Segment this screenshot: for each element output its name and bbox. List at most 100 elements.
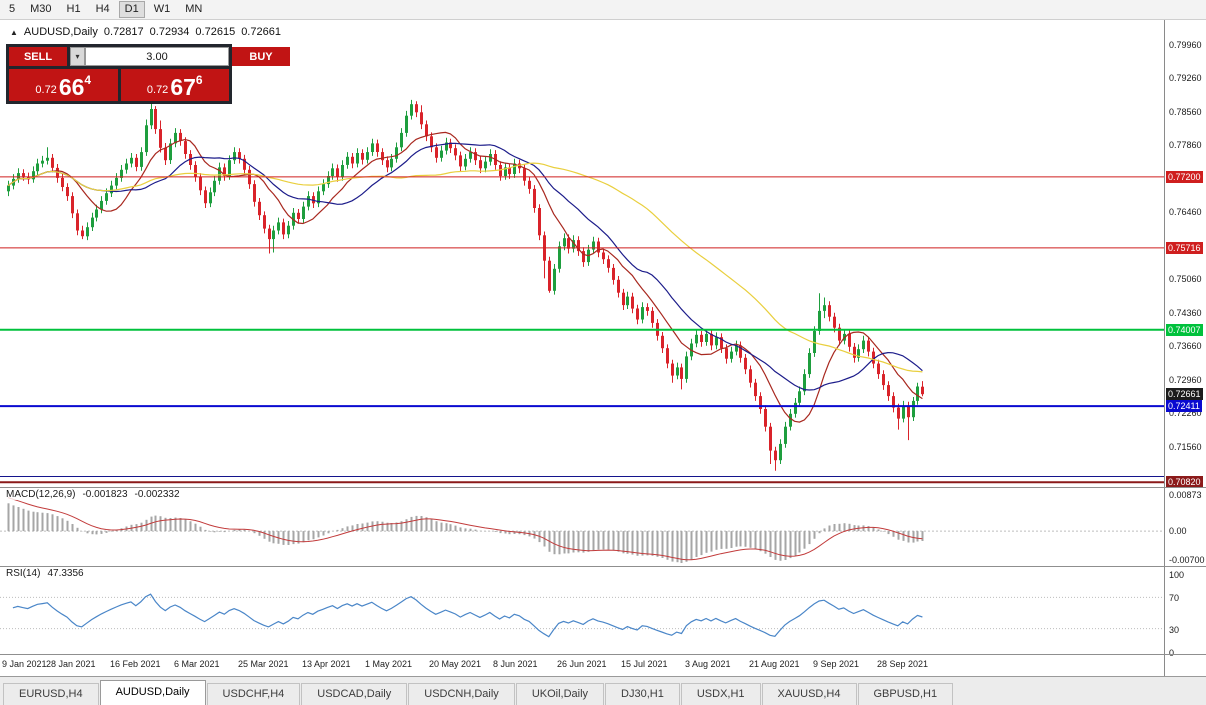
volume-control: ▾ (70, 47, 229, 66)
chart-tab-usdx-h1[interactable]: USDX,H1 (680, 683, 761, 705)
time-axis-label: 26 Jun 2021 (557, 659, 607, 669)
price-axis-tick: 0.74360 (1169, 308, 1202, 318)
candles-group (7, 99, 924, 471)
macd-signal-value: -0.002332 (134, 489, 180, 500)
buy-button[interactable]: BUY (232, 47, 290, 66)
time-axis-label: 20 May 2021 (429, 659, 482, 669)
chart-tab-ukoil-daily[interactable]: UKOil,Daily (515, 683, 605, 705)
rsi-axis-tick: 0 (1169, 648, 1175, 658)
pane-separator (0, 654, 1206, 655)
macd-axis-tick: 0.00 (1169, 526, 1187, 536)
chart-tab-usdchf-h4[interactable]: USDCHF,H4 (206, 683, 301, 705)
macd-histogram (7, 503, 924, 563)
time-axis-label: 21 Aug 2021 (749, 659, 800, 669)
price-axis: 0.799600.792600.785600.778600.771600.764… (1164, 20, 1206, 676)
macd-name: MACD(12,26,9) (6, 489, 76, 500)
moving-average-10 (7, 131, 923, 423)
ohlc-close: 0.72661 (241, 26, 281, 38)
time-axis-label: 13 Apr 2021 (302, 659, 351, 669)
chart-tab-dj30-h1[interactable]: DJ30,H1 (605, 683, 680, 705)
time-axis-label: 1 May 2021 (365, 659, 413, 669)
volume-dropdown-button[interactable]: ▾ (70, 47, 85, 66)
timeframe-button-5[interactable]: 5 (3, 1, 22, 18)
chart-tab-xauusd-h4[interactable]: XAUUSD,H4 (761, 683, 857, 705)
ohlc-open: 0.72817 (103, 26, 144, 38)
rsi-line (12, 593, 923, 638)
price-level-badge: 0.70820 (1166, 476, 1203, 488)
price-level-badge: 0.77200 (1166, 171, 1203, 183)
macd-axis-tick: -0.00700 (1169, 555, 1205, 565)
price-axis-tick: 0.77860 (1169, 140, 1202, 150)
price-axis-tick: 0.72260 (1169, 408, 1202, 418)
buy-price-prefix: 0.72 (146, 84, 169, 96)
rsi-name: RSI(14) (6, 568, 41, 579)
buy-price-button[interactable]: 0.72 67 6 (120, 69, 229, 101)
sell-price-button[interactable]: 0.72 66 4 (9, 69, 118, 101)
rsi-axis-tick: 70 (1169, 593, 1180, 603)
volume-input[interactable] (85, 47, 229, 66)
sell-price-sup: 4 (84, 73, 92, 87)
macd-indicator-label: MACD(12,26,9) -0.001823 -0.002332 (4, 489, 182, 500)
time-axis-label: 3 Aug 2021 (685, 659, 731, 669)
buy-price-sup: 6 (195, 73, 203, 87)
chart-canvas[interactable] (0, 20, 1164, 676)
time-axis-label: 28 Jan 2021 (46, 659, 96, 669)
timeframe-button-mn[interactable]: MN (179, 1, 209, 18)
chart-header: ▲ AUDUSD,Daily 0.72817 0.72934 0.72615 0… (8, 26, 283, 38)
time-axis-label: 6 Mar 2021 (174, 659, 220, 669)
pane-separator[interactable] (0, 487, 1206, 488)
time-axis: 9 Jan 2021 28 Jan 2021 16 Feb 2021 6 Mar 20… (0, 654, 1164, 676)
one-click-trading-panel: SELL ▾ BUY 0.72 66 4 0.72 67 6 (6, 44, 290, 104)
price-axis-tick: 0.72960 (1169, 375, 1202, 385)
chart-tab-usdcnh-daily[interactable]: USDCNH,Daily (408, 683, 515, 705)
price-level-badge: 0.72661 (1166, 388, 1203, 400)
price-level-badge: 0.74007 (1166, 324, 1203, 336)
collapse-trade-panel-icon[interactable]: ▲ (10, 27, 18, 37)
rsi-value: 47.3356 (47, 568, 84, 579)
rsi-axis-tick: 100 (1169, 570, 1185, 580)
price-axis-tick: 0.76460 (1169, 207, 1202, 217)
moving-average-20 (7, 142, 923, 391)
timeframe-button-h1[interactable]: H1 (60, 1, 87, 18)
buy-price-big: 67 (170, 74, 196, 100)
time-axis-label: 15 Jul 2021 (621, 659, 668, 669)
rsi-axis-tick: 30 (1169, 625, 1180, 635)
time-axis-label: 9 Jan 2021 (2, 659, 47, 669)
rsi-indicator-label: RSI(14) 47.3356 (4, 568, 86, 579)
price-axis-tick: 0.71560 (1169, 442, 1202, 452)
time-axis-label: 9 Sep 2021 (813, 659, 860, 669)
price-axis-tick: 0.73660 (1169, 341, 1202, 351)
chart-tab-eurusd-h4[interactable]: EURUSD,H4 (3, 683, 99, 705)
ohlc-low: 0.72615 (195, 26, 236, 38)
chart-symbol-label: AUDUSD,Daily (23, 26, 98, 38)
sell-price-prefix: 0.72 (35, 84, 57, 96)
chart-tab-bar: EURUSD,H4 AUDUSD,Daily USDCHF,H4 USDCAD,Dai… (0, 676, 1206, 705)
timeframe-button-w1[interactable]: W1 (147, 1, 177, 18)
time-axis-label: 28 Sep 2021 (877, 659, 929, 669)
price-level-badge: 0.75716 (1166, 242, 1203, 254)
price-axis-tick: 0.78560 (1169, 107, 1202, 117)
price-level-badge: 0.72411 (1166, 400, 1202, 412)
time-axis-label: 16 Feb 2021 (110, 659, 161, 669)
macd-axis-tick: 0.00873 (1169, 490, 1202, 500)
macd-signal-line (7, 497, 923, 561)
sell-button[interactable]: SELL (9, 47, 67, 66)
price-axis-tick: 0.79260 (1169, 73, 1202, 83)
pane-separator[interactable] (0, 566, 1206, 567)
price-axis-tick: 0.79960 (1169, 40, 1202, 50)
timeframe-button-m30[interactable]: M30 (24, 1, 58, 18)
timeframe-button-h4[interactable]: H4 (89, 1, 116, 18)
timeframe-button-d1[interactable]: D1 (118, 1, 145, 18)
ohlc-high: 0.72934 (149, 26, 190, 38)
macd-main-value: -0.001823 (82, 489, 128, 500)
chart-tab-audusd-daily[interactable]: AUDUSD,Daily (99, 680, 206, 705)
sell-price-big: 66 (58, 74, 85, 100)
time-axis-label: 25 Mar 2021 (238, 659, 289, 669)
chart-tab-usdcad-daily[interactable]: USDCAD,Daily (301, 683, 408, 705)
moving-average-50 (7, 162, 923, 373)
price-axis-tick: 0.75060 (1169, 274, 1202, 284)
timeframe-toolbar: 5 M30 H1 H4 D1 W1 MN (0, 0, 1206, 20)
chart-tab-gbpusd-h1[interactable]: GBPUSD,H1 (857, 683, 954, 705)
time-axis-label: 8 Jun 2021 (493, 659, 538, 669)
